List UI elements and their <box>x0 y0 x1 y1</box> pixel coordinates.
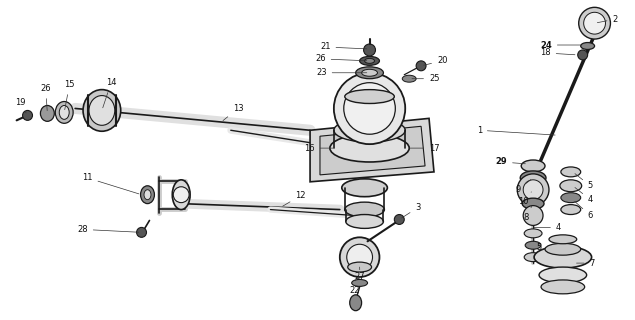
Polygon shape <box>310 118 434 182</box>
Text: 23: 23 <box>316 68 367 77</box>
Circle shape <box>23 110 32 120</box>
Ellipse shape <box>345 202 384 217</box>
Ellipse shape <box>521 160 545 172</box>
Text: 3: 3 <box>401 203 420 218</box>
Text: 13: 13 <box>223 104 243 121</box>
Ellipse shape <box>345 90 394 103</box>
Text: 9: 9 <box>515 180 531 194</box>
Text: 20: 20 <box>424 56 448 65</box>
Ellipse shape <box>561 204 580 214</box>
Circle shape <box>364 44 375 56</box>
Circle shape <box>578 50 587 60</box>
Text: 14: 14 <box>103 78 116 108</box>
Ellipse shape <box>545 243 580 255</box>
Circle shape <box>347 244 373 270</box>
Ellipse shape <box>59 106 69 119</box>
Text: 12: 12 <box>283 191 305 206</box>
Text: 16: 16 <box>304 144 333 153</box>
Ellipse shape <box>83 90 121 131</box>
Ellipse shape <box>356 67 384 79</box>
Ellipse shape <box>524 253 542 262</box>
Ellipse shape <box>541 280 585 294</box>
Ellipse shape <box>348 262 371 272</box>
Text: 4: 4 <box>575 188 593 204</box>
Text: 21: 21 <box>320 43 367 52</box>
Circle shape <box>173 187 189 203</box>
Ellipse shape <box>144 190 151 200</box>
Circle shape <box>584 12 606 34</box>
Ellipse shape <box>359 56 380 65</box>
Text: 8: 8 <box>523 206 532 222</box>
Text: 29: 29 <box>495 157 525 166</box>
Text: 4: 4 <box>534 223 561 232</box>
Ellipse shape <box>364 58 375 63</box>
Ellipse shape <box>89 96 115 125</box>
Circle shape <box>344 83 396 134</box>
Text: 5: 5 <box>531 237 541 252</box>
Ellipse shape <box>525 241 541 249</box>
Ellipse shape <box>172 180 190 210</box>
Text: 7: 7 <box>577 259 595 268</box>
Text: 2: 2 <box>598 15 618 24</box>
Ellipse shape <box>361 69 377 76</box>
Ellipse shape <box>402 75 416 82</box>
Ellipse shape <box>522 198 544 209</box>
Ellipse shape <box>55 101 73 123</box>
Circle shape <box>578 7 610 39</box>
Circle shape <box>523 206 543 225</box>
Text: 24: 24 <box>540 41 581 50</box>
Circle shape <box>340 237 380 277</box>
Ellipse shape <box>350 295 361 311</box>
Circle shape <box>518 174 549 206</box>
Ellipse shape <box>140 186 154 204</box>
Text: 26: 26 <box>41 84 51 111</box>
Text: 27: 27 <box>355 267 365 282</box>
Text: 19: 19 <box>15 98 26 113</box>
Ellipse shape <box>560 180 582 192</box>
Ellipse shape <box>549 235 577 244</box>
Ellipse shape <box>534 246 592 268</box>
Ellipse shape <box>352 279 368 286</box>
Text: 5: 5 <box>575 174 593 190</box>
Ellipse shape <box>520 171 546 185</box>
Text: 17: 17 <box>410 144 439 153</box>
Text: 1: 1 <box>477 126 555 135</box>
Text: 22: 22 <box>350 280 360 295</box>
Text: 10: 10 <box>518 192 531 206</box>
Circle shape <box>137 228 147 237</box>
Text: 15: 15 <box>64 80 75 110</box>
Ellipse shape <box>345 214 384 228</box>
Ellipse shape <box>561 167 580 177</box>
Ellipse shape <box>342 179 387 197</box>
Text: 18: 18 <box>540 48 575 57</box>
Text: 26: 26 <box>315 54 367 63</box>
Text: 25: 25 <box>412 74 439 83</box>
Text: 28: 28 <box>77 225 139 234</box>
Circle shape <box>523 180 543 200</box>
Ellipse shape <box>561 193 580 203</box>
Ellipse shape <box>330 134 409 162</box>
Text: 11: 11 <box>82 173 139 194</box>
Ellipse shape <box>524 229 542 238</box>
Polygon shape <box>320 126 425 175</box>
Ellipse shape <box>41 106 55 121</box>
Ellipse shape <box>580 43 594 50</box>
Text: 6: 6 <box>575 202 593 220</box>
Circle shape <box>416 61 426 71</box>
Circle shape <box>394 214 404 224</box>
Ellipse shape <box>539 267 587 283</box>
Ellipse shape <box>334 118 405 142</box>
Circle shape <box>334 73 405 144</box>
